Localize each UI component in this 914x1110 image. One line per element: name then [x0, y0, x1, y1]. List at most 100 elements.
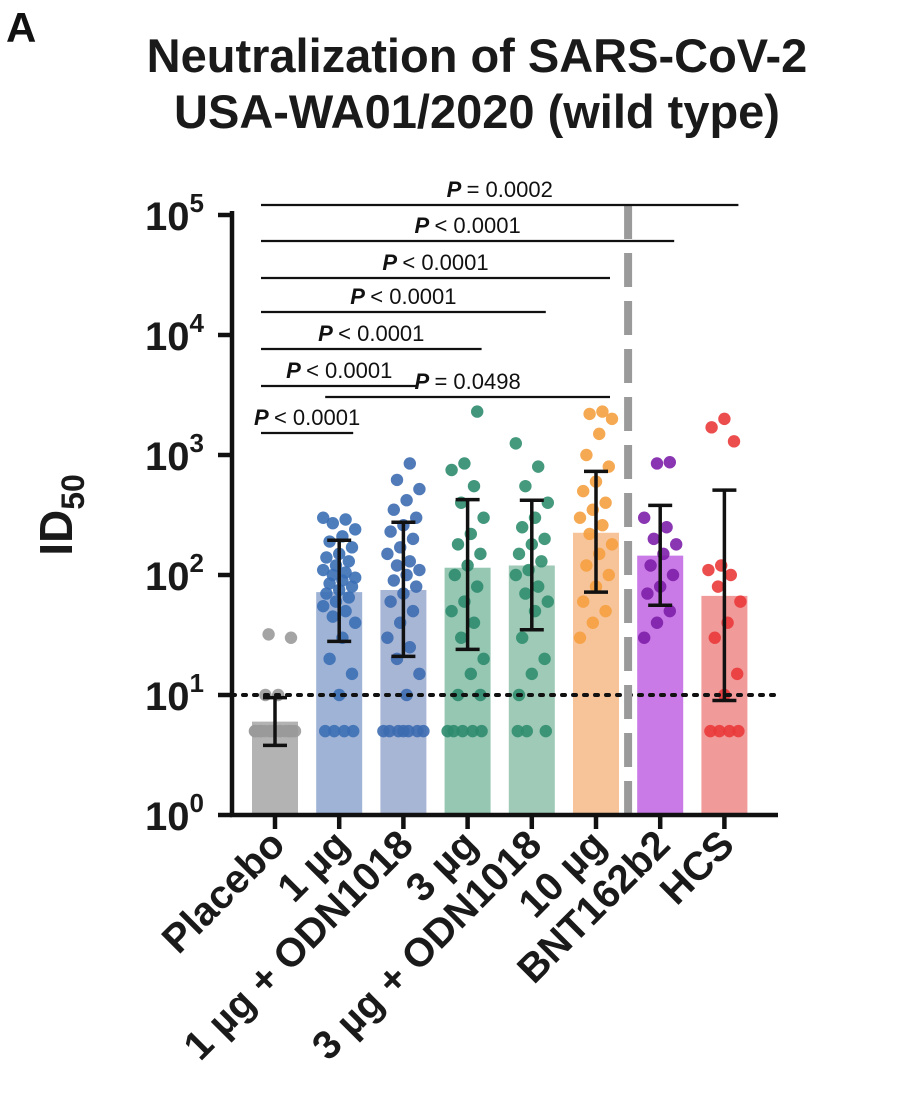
data-point	[583, 527, 596, 541]
comparison-bracket: P < 0.0001	[261, 250, 610, 280]
data-point	[705, 421, 718, 434]
data-point	[477, 511, 490, 524]
data-point	[384, 595, 397, 608]
data-point	[650, 457, 664, 470]
data-point	[577, 595, 590, 608]
data-point	[328, 724, 341, 738]
reference-lines-layer	[230, 205, 780, 815]
data-point	[413, 482, 426, 496]
data-point	[458, 457, 471, 470]
data-point	[573, 631, 587, 644]
data-point	[732, 724, 745, 738]
data-point	[451, 538, 465, 551]
y-tick-label: 105	[145, 188, 204, 239]
data-point	[387, 574, 400, 587]
data-point	[323, 652, 336, 666]
data-point	[509, 568, 522, 582]
error-bar	[648, 503, 673, 607]
data-point	[731, 667, 744, 681]
data-point	[666, 568, 680, 582]
data-point	[456, 724, 469, 738]
data-point	[541, 595, 554, 608]
chart-subtitle: USA-WA01/2020 (wild type)	[174, 85, 780, 138]
data-point	[583, 407, 596, 421]
comparison-bracket: P < 0.0001	[254, 405, 360, 435]
axes-layer: 100 101 102 103 104 105 ID50	[30, 188, 778, 839]
data-point	[467, 479, 481, 493]
data-point	[663, 456, 676, 469]
comparison-bracket: P = 0.0498	[325, 369, 610, 399]
x-tick-label: HCS	[652, 822, 743, 913]
data-point	[413, 563, 426, 577]
data-point	[345, 541, 359, 554]
data-point	[320, 587, 333, 600]
data-point	[734, 595, 747, 608]
data-point	[326, 610, 339, 623]
data-point	[511, 724, 524, 738]
data-point	[660, 521, 673, 534]
error-bars-layer	[263, 469, 737, 748]
data-point	[535, 555, 548, 568]
data-point	[471, 580, 484, 593]
data-point	[403, 641, 416, 654]
data-point	[455, 631, 468, 644]
data-point	[397, 724, 410, 738]
p-value-label: P < 0.0001	[318, 321, 424, 346]
p-value-label: P = 0.0498	[414, 369, 520, 394]
data-point	[349, 523, 362, 536]
data-point	[704, 724, 717, 738]
error-bar	[584, 469, 608, 594]
data-point	[390, 559, 404, 572]
y-tick-label: 100	[145, 788, 204, 839]
data-point	[349, 571, 362, 584]
y-tick-label: 102	[145, 548, 204, 599]
data-point	[400, 494, 413, 507]
panel-letter: A	[6, 4, 37, 51]
error-bar	[263, 695, 287, 748]
data-point	[605, 412, 619, 426]
data-point	[644, 559, 657, 572]
data-point	[599, 496, 612, 509]
data-point	[516, 631, 529, 644]
data-point	[541, 496, 554, 509]
data-point	[647, 532, 660, 546]
data-point	[519, 587, 532, 600]
data-point	[406, 532, 420, 546]
comparisons-layer: P < 0.0001 P < 0.0001 P < 0.0001 P < 0.0001…	[254, 177, 739, 435]
data-point	[451, 688, 465, 702]
data-point	[516, 521, 529, 534]
points-layer	[248, 405, 747, 738]
data-point	[596, 405, 609, 418]
data-point	[713, 724, 726, 738]
y-axis-label: ID50	[30, 474, 91, 556]
data-point	[326, 568, 339, 582]
data-point	[263, 724, 277, 738]
data-point	[532, 460, 545, 473]
data-point	[282, 724, 296, 738]
data-point	[580, 559, 593, 572]
error-bar	[327, 538, 352, 644]
data-point	[638, 511, 651, 524]
data-point	[410, 580, 423, 593]
data-point	[333, 688, 346, 702]
error-bar	[519, 498, 544, 632]
data-point	[445, 604, 458, 618]
data-point	[477, 652, 490, 666]
data-point	[538, 652, 551, 666]
data-point	[413, 667, 426, 681]
data-point	[273, 724, 287, 738]
data-point	[708, 631, 721, 644]
data-point	[509, 437, 522, 450]
y-tick-label: 103	[145, 428, 204, 479]
data-point	[317, 599, 330, 613]
p-value-label: P < 0.0001	[382, 250, 488, 275]
p-value-label: P < 0.0001	[414, 213, 520, 238]
data-point	[539, 724, 552, 738]
comparison-bracket: P = 0.0002	[261, 177, 739, 207]
data-point	[577, 484, 590, 498]
comparison-bracket: P < 0.0001	[261, 358, 418, 388]
data-point	[262, 628, 275, 641]
data-point	[532, 580, 545, 593]
